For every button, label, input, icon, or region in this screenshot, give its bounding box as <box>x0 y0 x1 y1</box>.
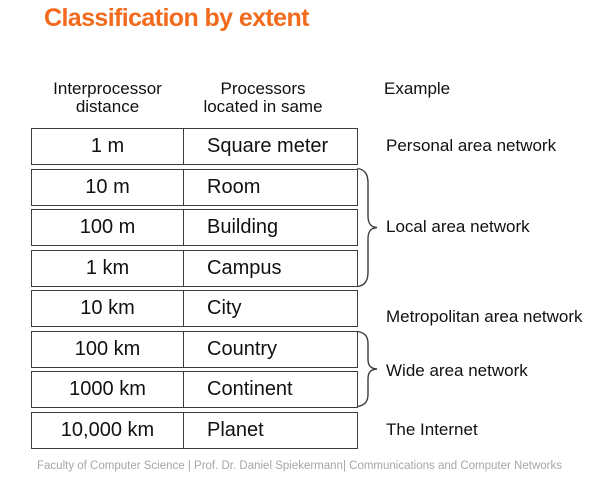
location-cell: Campus <box>207 256 282 279</box>
distance-cell: 100 m <box>32 210 184 245</box>
table-row-10m: 10 m Room <box>31 168 358 206</box>
location-cell: Country <box>207 337 278 360</box>
table-row-1000km: 1000 km Continent <box>31 371 358 408</box>
location-cell: Planet <box>207 418 264 441</box>
distance-cell: 10 km <box>32 291 184 326</box>
classification-table: 1 m Square meter 10 m Room 100 m Buildin… <box>31 128 358 449</box>
distance-cell: 10 m <box>32 169 184 205</box>
location-cell: Building <box>207 216 279 238</box>
location-cell: Continent <box>207 378 293 400</box>
table-row-100m: 100 m Building <box>31 209 358 246</box>
table-row-10km: 10 km City <box>31 290 358 327</box>
example-wide-area-network: Wide area network <box>386 361 528 380</box>
wan-brace-icon <box>356 330 380 408</box>
distance-cell: 1000 km <box>32 372 184 407</box>
location-cell: Room <box>207 175 261 198</box>
example-personal-area-network: Personal area network <box>386 136 557 155</box>
example-metropolitan-area-network: Metropolitan area network <box>386 307 583 326</box>
distance-cell: 10,000 km <box>32 412 184 448</box>
column-header-example: Example <box>384 79 451 98</box>
example-local-area-network: Local area network <box>386 217 530 236</box>
column-header-processors-located: Processors located in same <box>203 79 323 116</box>
location-cell: Square meter <box>207 135 329 157</box>
distance-cell: 100 km <box>32 331 184 367</box>
table-row-1km: 1 km Campus <box>31 249 358 287</box>
location-cell: City <box>207 297 242 319</box>
lan-brace-icon <box>356 167 380 288</box>
table-row-10000km: 10,000 km Planet <box>31 411 358 449</box>
page-title: Classification by extent <box>44 4 309 32</box>
distance-cell: 1 km <box>32 250 184 286</box>
example-the-internet: The Internet <box>386 420 478 439</box>
footer-credit: Faculty of Computer Science | Prof. Dr. … <box>37 460 562 472</box>
table-row-100km: 100 km Country <box>31 330 358 368</box>
table-row-1m: 1 m Square meter <box>31 128 358 165</box>
distance-cell: 1 m <box>32 129 184 164</box>
column-header-interprocessor-distance: Interprocessor distance <box>53 79 162 116</box>
